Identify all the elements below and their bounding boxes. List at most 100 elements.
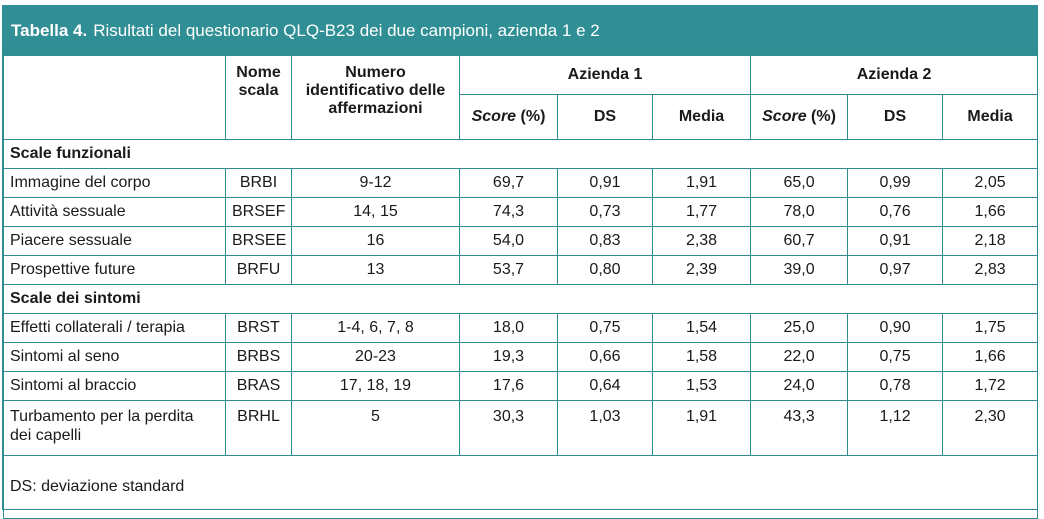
cell-name: Effetti collaterali / terapia — [3, 313, 226, 343]
header-a1-media: Media — [651, 94, 752, 140]
cell-a2-media: 2,30 — [942, 400, 1039, 456]
cell-a1-score: 69,7 — [459, 168, 558, 198]
cell-a1-media: 1,91 — [651, 400, 752, 456]
score-unit: (%) — [516, 108, 546, 125]
header-a1-ds: DS — [557, 94, 653, 140]
cell-name: Immagine del corpo — [3, 168, 226, 198]
header-a2-media: Media — [942, 94, 1039, 140]
cell-items: 5 — [291, 400, 460, 456]
table-row: Immagine del corpo BRBI 9-12 69,7 0,91 1… — [3, 168, 1039, 198]
footnote-row: DS: deviazione standard — [2, 455, 1039, 519]
header-a2-ds: DS — [847, 94, 944, 140]
section-row: Scale funzionali — [2, 139, 1039, 169]
cell-a2-ds: 0,91 — [847, 226, 944, 256]
cell-items: 20-23 — [291, 342, 460, 372]
cell-name: Attività sessuale — [3, 197, 226, 227]
cell-a2-score: 60,7 — [750, 226, 849, 256]
cell-a1-ds: 0,64 — [557, 371, 653, 401]
cell-code: BRSEF — [225, 197, 292, 227]
cell-a1-score: 18,0 — [459, 313, 558, 343]
score-label: Score — [471, 108, 517, 125]
table-row: Sintomi al braccio BRAS 17, 18, 19 17,6 … — [3, 371, 1039, 401]
table-title-label: Tabella 4. — [11, 20, 88, 40]
header-azienda-2: Azienda 2 — [750, 55, 1039, 95]
header-azienda-1: Azienda 1 — [458, 55, 752, 95]
cell-a1-ds: 0,80 — [557, 255, 653, 285]
cell-code: BRBS — [225, 342, 292, 372]
cell-a1-ds: 0,83 — [557, 226, 653, 256]
cell-a1-score: 17,6 — [459, 371, 558, 401]
cell-a2-media: 2,18 — [942, 226, 1039, 256]
cell-items: 14, 15 — [291, 197, 460, 227]
cell-a1-score: 53,7 — [459, 255, 558, 285]
cell-items: 13 — [291, 255, 460, 285]
table-row: Attività sessuale BRSEF 14, 15 74,3 0,73… — [3, 197, 1039, 227]
table-row: Prospettive future BRFU 13 53,7 0,80 2,3… — [3, 255, 1039, 285]
score-label: Score — [762, 108, 807, 125]
cell-a1-score: 19,3 — [459, 342, 558, 372]
cell-items: 17, 18, 19 — [291, 371, 460, 401]
cell-a1-media: 1,58 — [651, 342, 752, 372]
cell-a2-ds: 0,76 — [847, 197, 944, 227]
section-title: Scale funzionali — [2, 139, 1039, 169]
cell-a1-score: 54,0 — [459, 226, 558, 256]
table-row: Piacere sessuale BRSEE 16 54,0 0,83 2,38… — [3, 226, 1039, 256]
cell-a2-score: 24,0 — [750, 371, 849, 401]
header-nome-scala: Nome scala — [225, 55, 292, 140]
cell-items: 16 — [291, 226, 460, 256]
cell-a2-media: 1,72 — [942, 371, 1039, 401]
cell-a1-media: 2,39 — [651, 255, 752, 285]
cell-a2-media: 1,75 — [942, 313, 1039, 343]
cell-a2-score: 78,0 — [750, 197, 849, 227]
section-row: Scale dei sintomi — [2, 284, 1039, 314]
cell-items: 1-4, 6, 7, 8 — [291, 313, 460, 343]
cell-a2-media: 1,66 — [942, 197, 1039, 227]
cell-a1-ds: 1,03 — [557, 400, 653, 456]
header-empty — [3, 55, 226, 140]
cell-code: BRST — [225, 313, 292, 343]
cell-code: BRFU — [225, 255, 292, 285]
cell-code: BRHL — [225, 400, 292, 456]
table-frame: Tabella 4. Risultati del questionario QL… — [2, 5, 1039, 519]
table-row: Effetti collaterali / terapia BRST 1-4, … — [3, 313, 1039, 343]
cell-a2-score: 65,0 — [750, 168, 849, 198]
cell-a2-ds: 0,99 — [847, 168, 944, 198]
cell-a1-ds: 0,91 — [557, 168, 653, 198]
cell-a2-media: 2,83 — [942, 255, 1039, 285]
footnote: DS: deviazione standard — [2, 455, 1039, 519]
cell-name: Prospettive future — [3, 255, 226, 285]
header-a1-score: Score (%) — [459, 94, 558, 140]
table-row: Sintomi al seno BRBS 20-23 19,3 0,66 1,5… — [3, 342, 1039, 372]
cell-a1-score: 74,3 — [459, 197, 558, 227]
cell-a1-score: 30,3 — [459, 400, 558, 456]
results-table: Nome scala Numero identificativo delle a… — [2, 55, 1039, 519]
table-row: Turbamento per la perdita dei capelli BR… — [3, 400, 1039, 456]
cell-name: Sintomi al braccio — [3, 371, 226, 401]
cell-a1-ds: 0,73 — [557, 197, 653, 227]
table-title-text: Risultati del questionario QLQ-B23 dei d… — [93, 20, 600, 40]
cell-a2-ds: 0,90 — [847, 313, 944, 343]
table-title-bar: Tabella 4. Risultati del questionario QL… — [3, 6, 1037, 55]
section-title: Scale dei sintomi — [2, 284, 1039, 314]
cell-code: BRBI — [225, 168, 292, 198]
cell-a2-ds: 0,75 — [847, 342, 944, 372]
cell-a2-score: 43,3 — [750, 400, 849, 456]
cell-a2-ds: 0,78 — [847, 371, 944, 401]
cell-a2-ds: 1,12 — [847, 400, 944, 456]
cell-a1-media: 1,53 — [651, 371, 752, 401]
cell-a1-media: 2,38 — [651, 226, 752, 256]
cell-code: BRAS — [225, 371, 292, 401]
cell-a2-score: 25,0 — [750, 313, 849, 343]
cell-a2-media: 1,66 — [942, 342, 1039, 372]
cell-a2-score: 39,0 — [750, 255, 849, 285]
cell-a1-media: 1,54 — [651, 313, 752, 343]
cell-a1-media: 1,91 — [651, 168, 752, 198]
cell-a2-score: 22,0 — [750, 342, 849, 372]
cell-a1-media: 1,77 — [651, 197, 752, 227]
cell-name: Piacere sessuale — [3, 226, 226, 256]
cell-code: BRSEE — [225, 226, 292, 256]
cell-name: Sintomi al seno — [3, 342, 226, 372]
cell-a1-ds: 0,66 — [557, 342, 653, 372]
cell-a1-ds: 0,75 — [557, 313, 653, 343]
score-unit: (%) — [806, 108, 836, 125]
